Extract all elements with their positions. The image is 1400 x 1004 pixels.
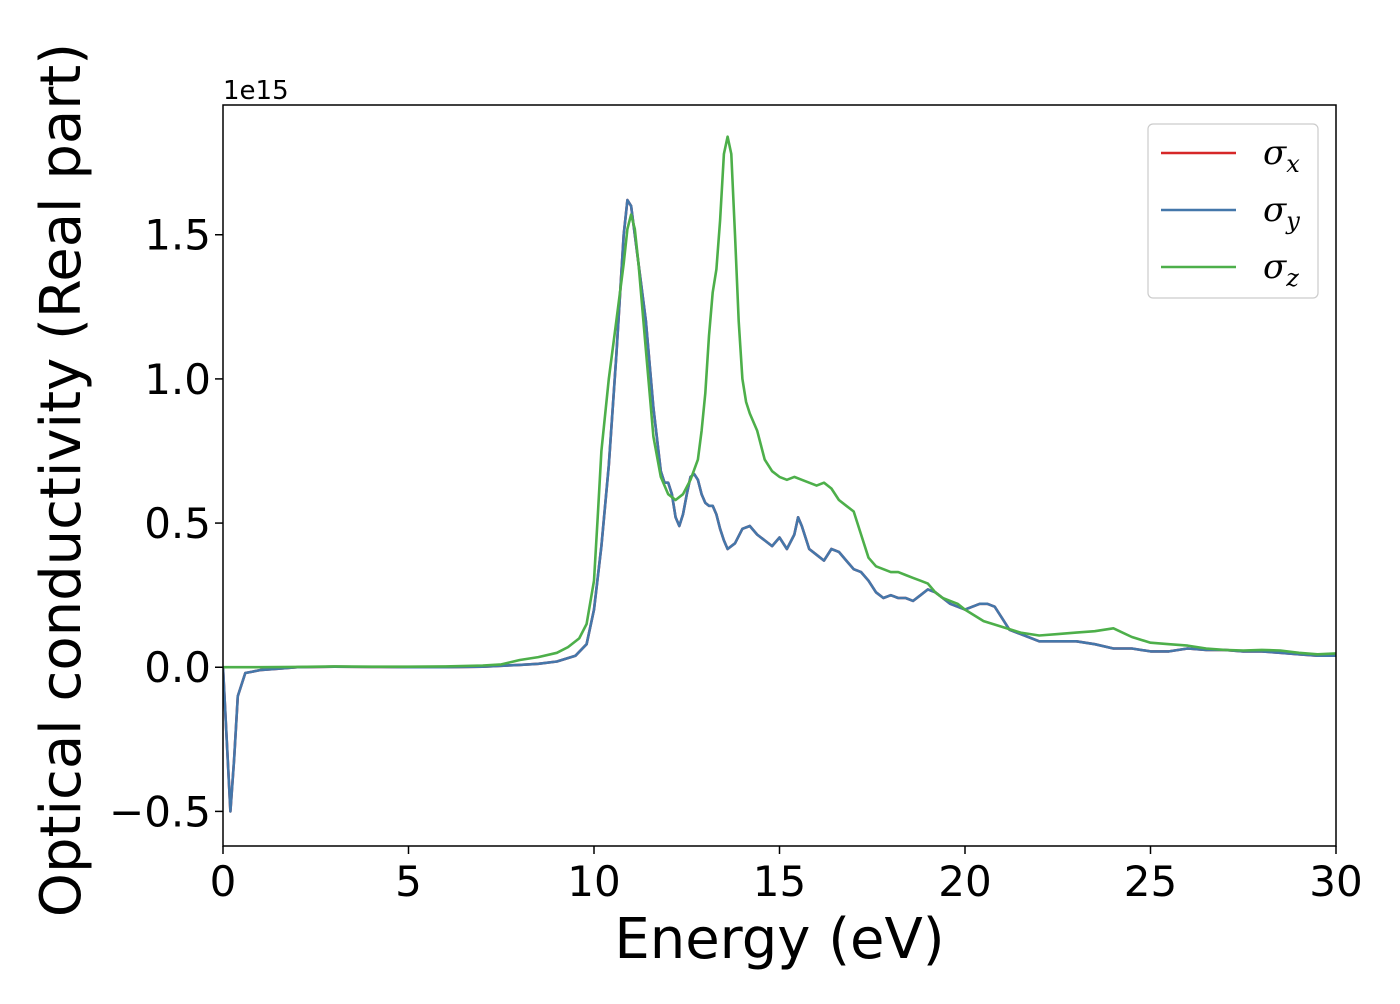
x-axis-label: Energy (eV) — [614, 907, 944, 972]
x-tick-label: 0 — [210, 857, 237, 906]
legend: σx σy σz — [1147, 123, 1319, 299]
y-tick-label: 0.0 — [144, 643, 211, 692]
y-axis: −0.5 0.0 0.5 1.0 1.5 — [109, 211, 223, 836]
x-tick-label: 15 — [753, 857, 806, 906]
plot-lines — [223, 135, 1336, 813]
y-tick-label: 0.5 — [144, 499, 211, 548]
y-tick-label: 1.0 — [144, 355, 211, 404]
legend-item-x: σx — [1161, 133, 1300, 178]
series-line-z — [223, 135, 1336, 669]
y-tick-label: 1.5 — [144, 211, 211, 260]
x-tick-label: 30 — [1309, 857, 1362, 906]
legend-item-z: σz — [1161, 247, 1299, 292]
x-axis: 0 5 10 15 20 25 30 — [210, 846, 1363, 906]
x-tick-label: 5 — [395, 857, 422, 906]
legend-label: σx — [1263, 133, 1300, 178]
legend-label: σz — [1263, 247, 1299, 292]
y-axis-label: Optical conductivity (Real part) — [29, 43, 94, 917]
y-offset-label: 1e15 — [223, 76, 289, 106]
x-tick-label: 10 — [567, 857, 620, 906]
legend-item-y: σy — [1161, 190, 1300, 235]
x-tick-label: 20 — [938, 857, 991, 906]
x-tick-label: 25 — [1124, 857, 1177, 906]
legend-label: σy — [1263, 190, 1300, 235]
y-tick-label: −0.5 — [109, 787, 211, 836]
